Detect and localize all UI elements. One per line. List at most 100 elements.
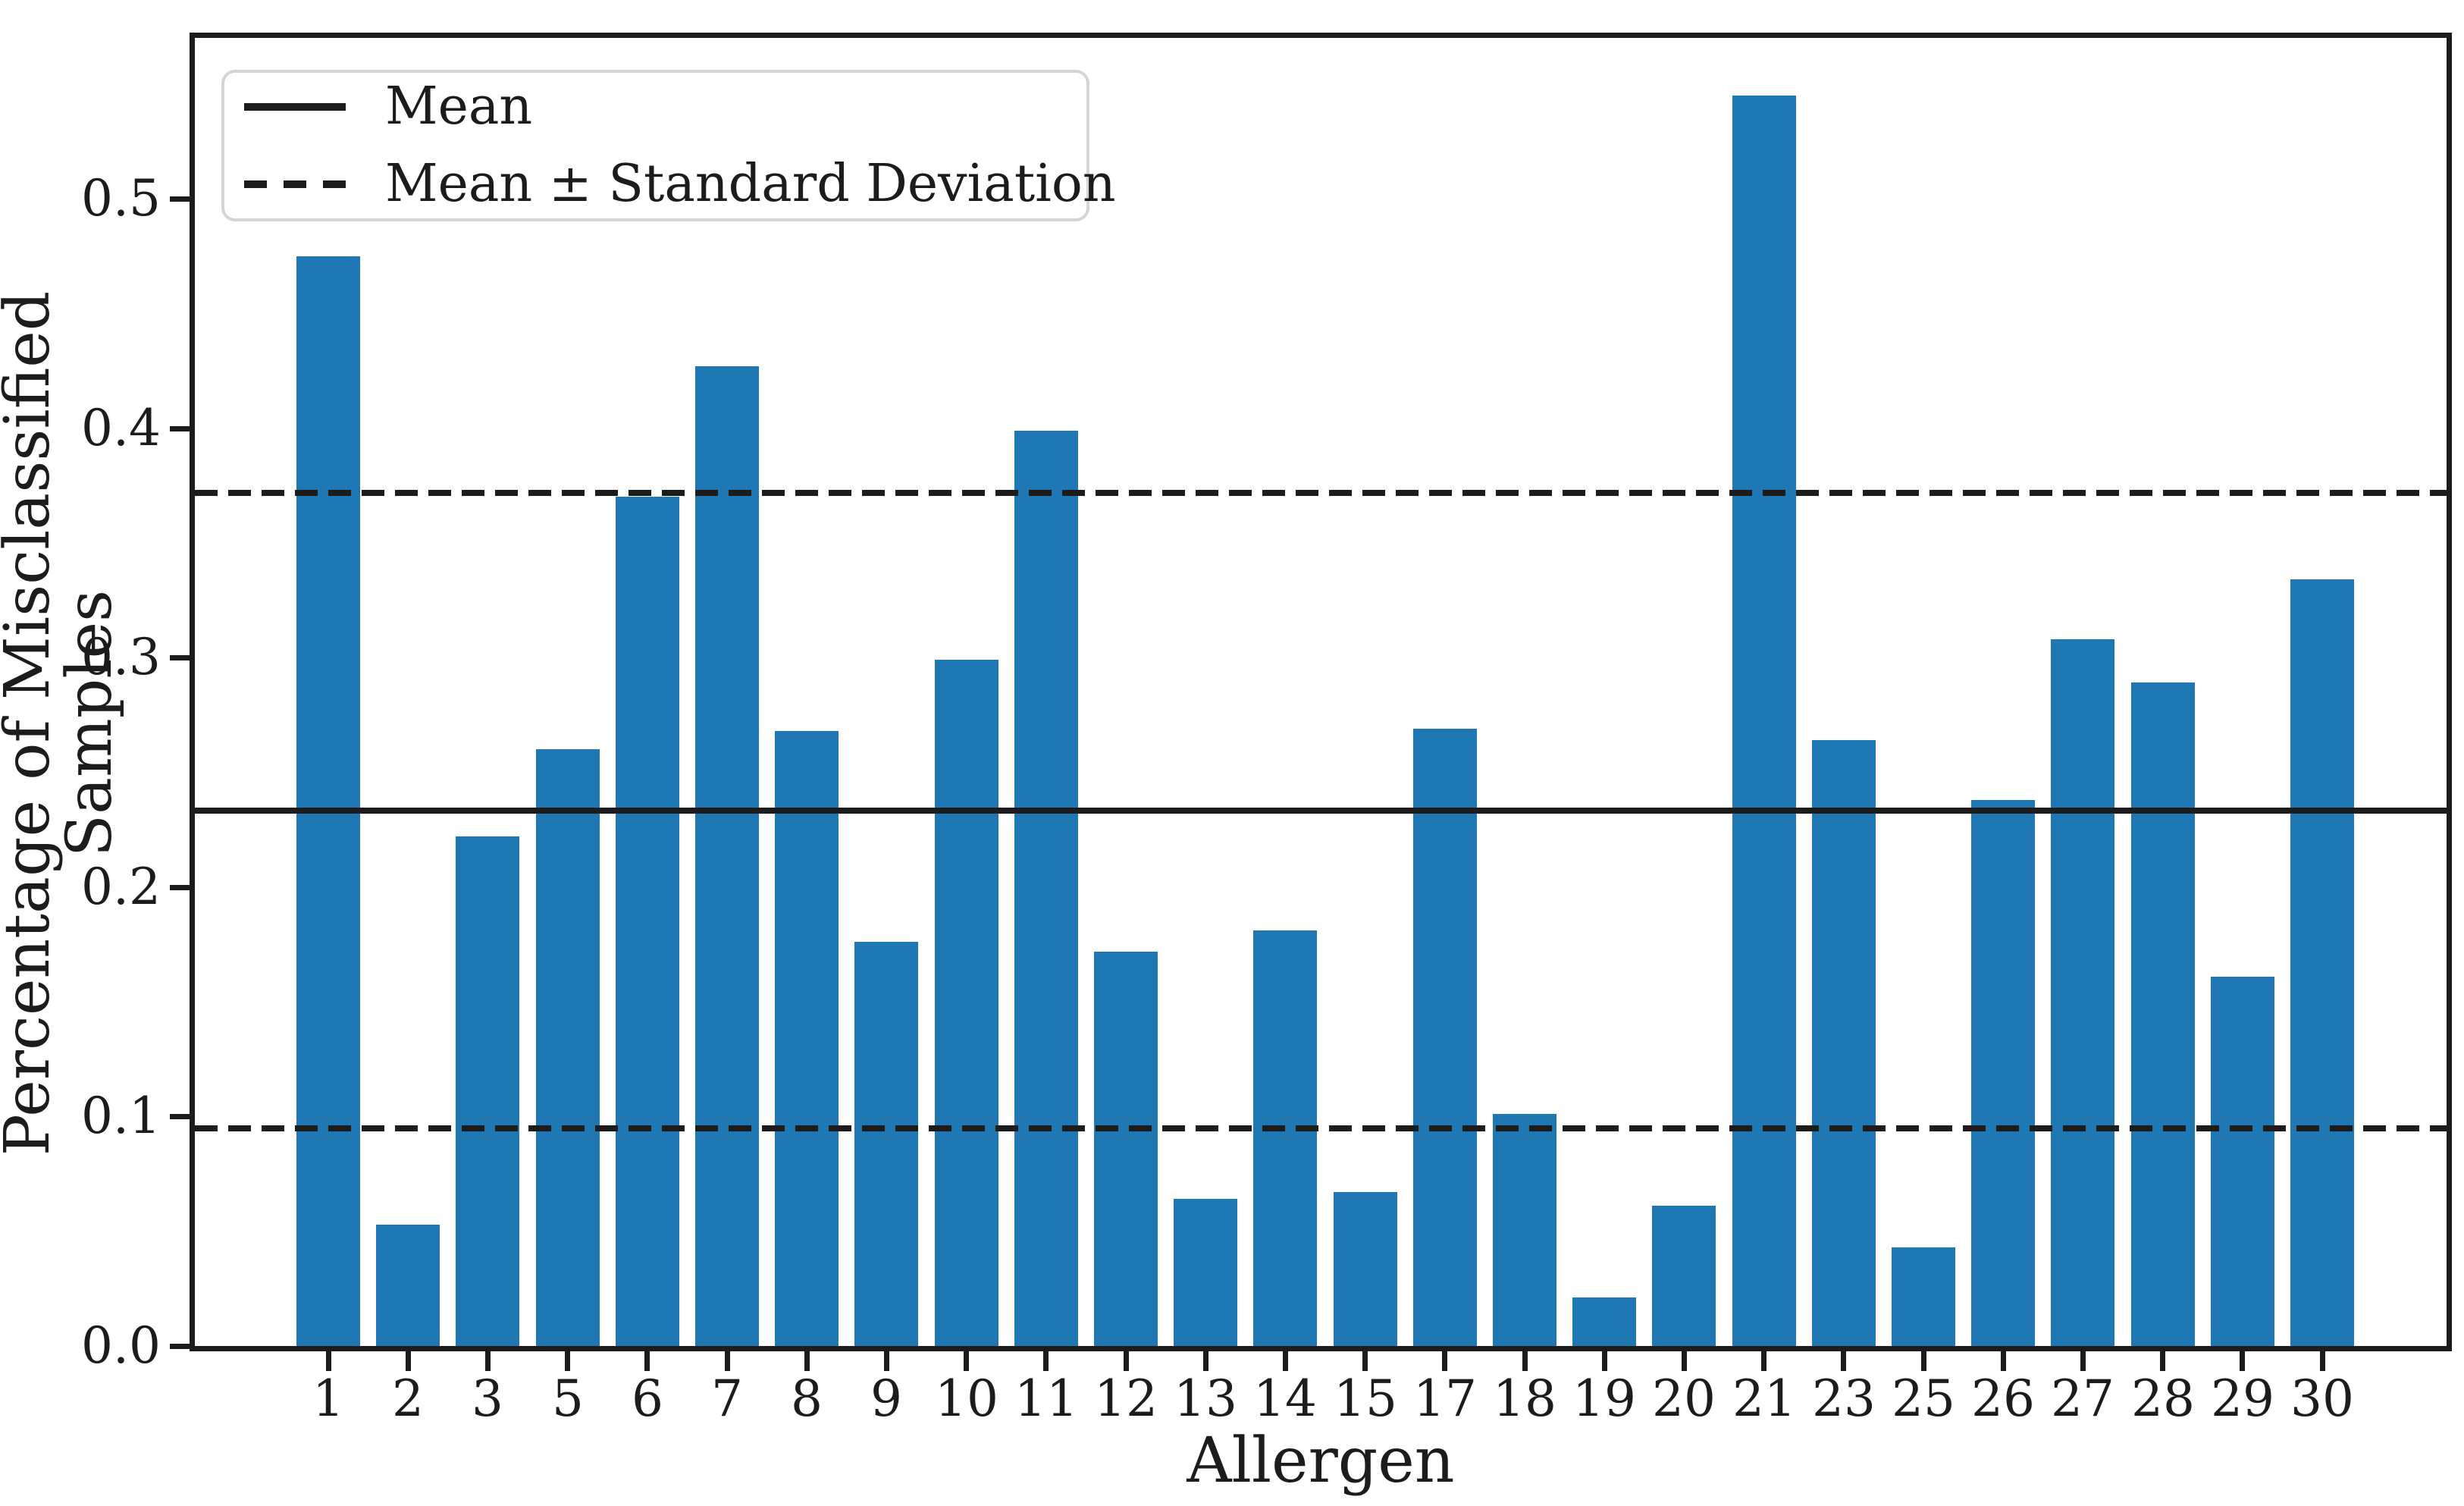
x-tick-label-30: 30 — [2290, 1370, 2354, 1428]
x-tick-label-17: 17 — [1413, 1370, 1477, 1428]
bar-allergen-1 — [296, 256, 360, 1346]
x-tick-label-28: 28 — [2131, 1370, 2195, 1428]
bar-allergen-21 — [1732, 96, 1796, 1346]
bar-allergen-17 — [1413, 729, 1477, 1346]
bar-allergen-9 — [854, 942, 918, 1346]
legend-label-std: Mean ± Standard Deviation — [385, 154, 1116, 214]
x-tick-label-2: 2 — [392, 1370, 424, 1428]
x-tick-6 — [644, 1351, 650, 1371]
x-tick-23 — [1841, 1351, 1846, 1371]
x-tick-label-12: 12 — [1094, 1370, 1158, 1428]
bar-allergen-18 — [1493, 1114, 1556, 1346]
x-tick-label-19: 19 — [1572, 1370, 1636, 1428]
x-tick-17 — [1442, 1351, 1447, 1371]
x-tick-label-26: 26 — [1971, 1370, 2035, 1428]
x-axis-label: Allergen — [1187, 1425, 1455, 1497]
x-tick-label-10: 10 — [935, 1370, 998, 1428]
y-tick-0.1 — [170, 1114, 190, 1119]
x-tick-label-20: 20 — [1652, 1370, 1716, 1428]
x-tick-label-11: 11 — [1014, 1370, 1078, 1428]
x-tick-label-14: 14 — [1253, 1370, 1317, 1428]
bar-allergen-29 — [2211, 977, 2274, 1346]
y-tick-label-0.4: 0.4 — [81, 399, 161, 457]
y-tick-0.4 — [170, 426, 190, 431]
bar-allergen-23 — [1812, 740, 1876, 1346]
x-tick-14 — [1283, 1351, 1288, 1371]
bar-allergen-26 — [1971, 800, 2035, 1346]
bar-allergen-30 — [2290, 579, 2354, 1346]
x-tick-label-15: 15 — [1334, 1370, 1397, 1428]
x-tick-19 — [1602, 1351, 1607, 1371]
y-tick-label-0.3: 0.3 — [81, 628, 161, 686]
bar-allergen-6 — [616, 497, 679, 1346]
legend-item-mean: Mean — [244, 81, 1086, 133]
y-tick-label-0.2: 0.2 — [81, 858, 161, 916]
bar-allergen-20 — [1652, 1206, 1716, 1346]
y-axis-label: Percentage of Misclassified Samples — [0, 290, 126, 1156]
x-tick-label-18: 18 — [1493, 1370, 1556, 1428]
legend-dashed-line-icon — [244, 180, 346, 188]
x-tick-label-8: 8 — [791, 1370, 823, 1428]
bar-allergen-10 — [935, 660, 998, 1346]
bar-allergen-19 — [1572, 1297, 1636, 1346]
x-tick-1 — [326, 1351, 331, 1371]
x-tick-label-5: 5 — [552, 1370, 584, 1428]
x-tick-3 — [485, 1351, 491, 1371]
mean-line — [195, 808, 2447, 814]
x-tick-label-21: 21 — [1732, 1370, 1796, 1428]
x-tick-8 — [804, 1351, 810, 1371]
x-tick-9 — [884, 1351, 889, 1371]
mean-minus-std-line — [195, 1125, 2447, 1131]
x-tick-label-25: 25 — [1892, 1370, 1955, 1428]
y-tick-0.0 — [170, 1344, 190, 1349]
x-tick-label-23: 23 — [1812, 1370, 1876, 1428]
bar-allergen-7 — [695, 366, 759, 1346]
x-tick-28 — [2160, 1351, 2165, 1371]
x-tick-label-6: 6 — [632, 1370, 663, 1428]
bar-allergen-11 — [1014, 431, 1078, 1346]
mean-plus-std-line — [195, 490, 2447, 496]
bar-allergen-15 — [1334, 1192, 1397, 1346]
bar-allergen-27 — [2051, 639, 2114, 1346]
bar-allergen-2 — [376, 1225, 440, 1346]
x-tick-2 — [406, 1351, 411, 1371]
x-tick-18 — [1522, 1351, 1528, 1371]
x-tick-label-9: 9 — [870, 1370, 902, 1428]
bar-allergen-28 — [2131, 682, 2195, 1346]
x-tick-15 — [1362, 1351, 1368, 1371]
x-tick-20 — [1682, 1351, 1687, 1371]
x-tick-label-7: 7 — [711, 1370, 743, 1428]
y-tick-label-0.1: 0.1 — [81, 1087, 161, 1145]
x-tick-13 — [1203, 1351, 1208, 1371]
y-tick-label-0.0: 0.0 — [81, 1316, 161, 1375]
bar-allergen-14 — [1253, 930, 1317, 1346]
bar-allergen-3 — [456, 836, 519, 1346]
x-tick-21 — [1761, 1351, 1766, 1371]
y-tick-0.5 — [170, 196, 190, 202]
x-tick-11 — [1043, 1351, 1049, 1371]
bar-allergen-12 — [1094, 952, 1158, 1346]
x-tick-25 — [1921, 1351, 1926, 1371]
y-tick-0.3 — [170, 655, 190, 660]
x-tick-30 — [2320, 1351, 2325, 1371]
legend-item-std: Mean ± Standard Deviation — [244, 158, 1116, 210]
y-tick-0.2 — [170, 885, 190, 890]
bar-allergen-8 — [775, 731, 839, 1346]
x-tick-7 — [725, 1351, 730, 1371]
bar-allergen-5 — [536, 749, 600, 1346]
x-tick-label-29: 29 — [2211, 1370, 2274, 1428]
x-tick-label-3: 3 — [472, 1370, 503, 1428]
legend-label-mean: Mean — [385, 77, 533, 136]
x-tick-12 — [1124, 1351, 1129, 1371]
x-tick-26 — [2001, 1351, 2006, 1371]
x-tick-10 — [964, 1351, 969, 1371]
bar-allergen-25 — [1892, 1247, 1955, 1346]
x-tick-label-13: 13 — [1174, 1370, 1237, 1428]
x-tick-5 — [565, 1351, 570, 1371]
plot-area: Mean Mean ± Standard Deviation — [190, 33, 2452, 1351]
bar-allergen-13 — [1174, 1199, 1237, 1346]
y-tick-label-0.5: 0.5 — [81, 169, 161, 227]
legend-solid-line-icon — [244, 103, 346, 111]
x-tick-29 — [2240, 1351, 2245, 1371]
